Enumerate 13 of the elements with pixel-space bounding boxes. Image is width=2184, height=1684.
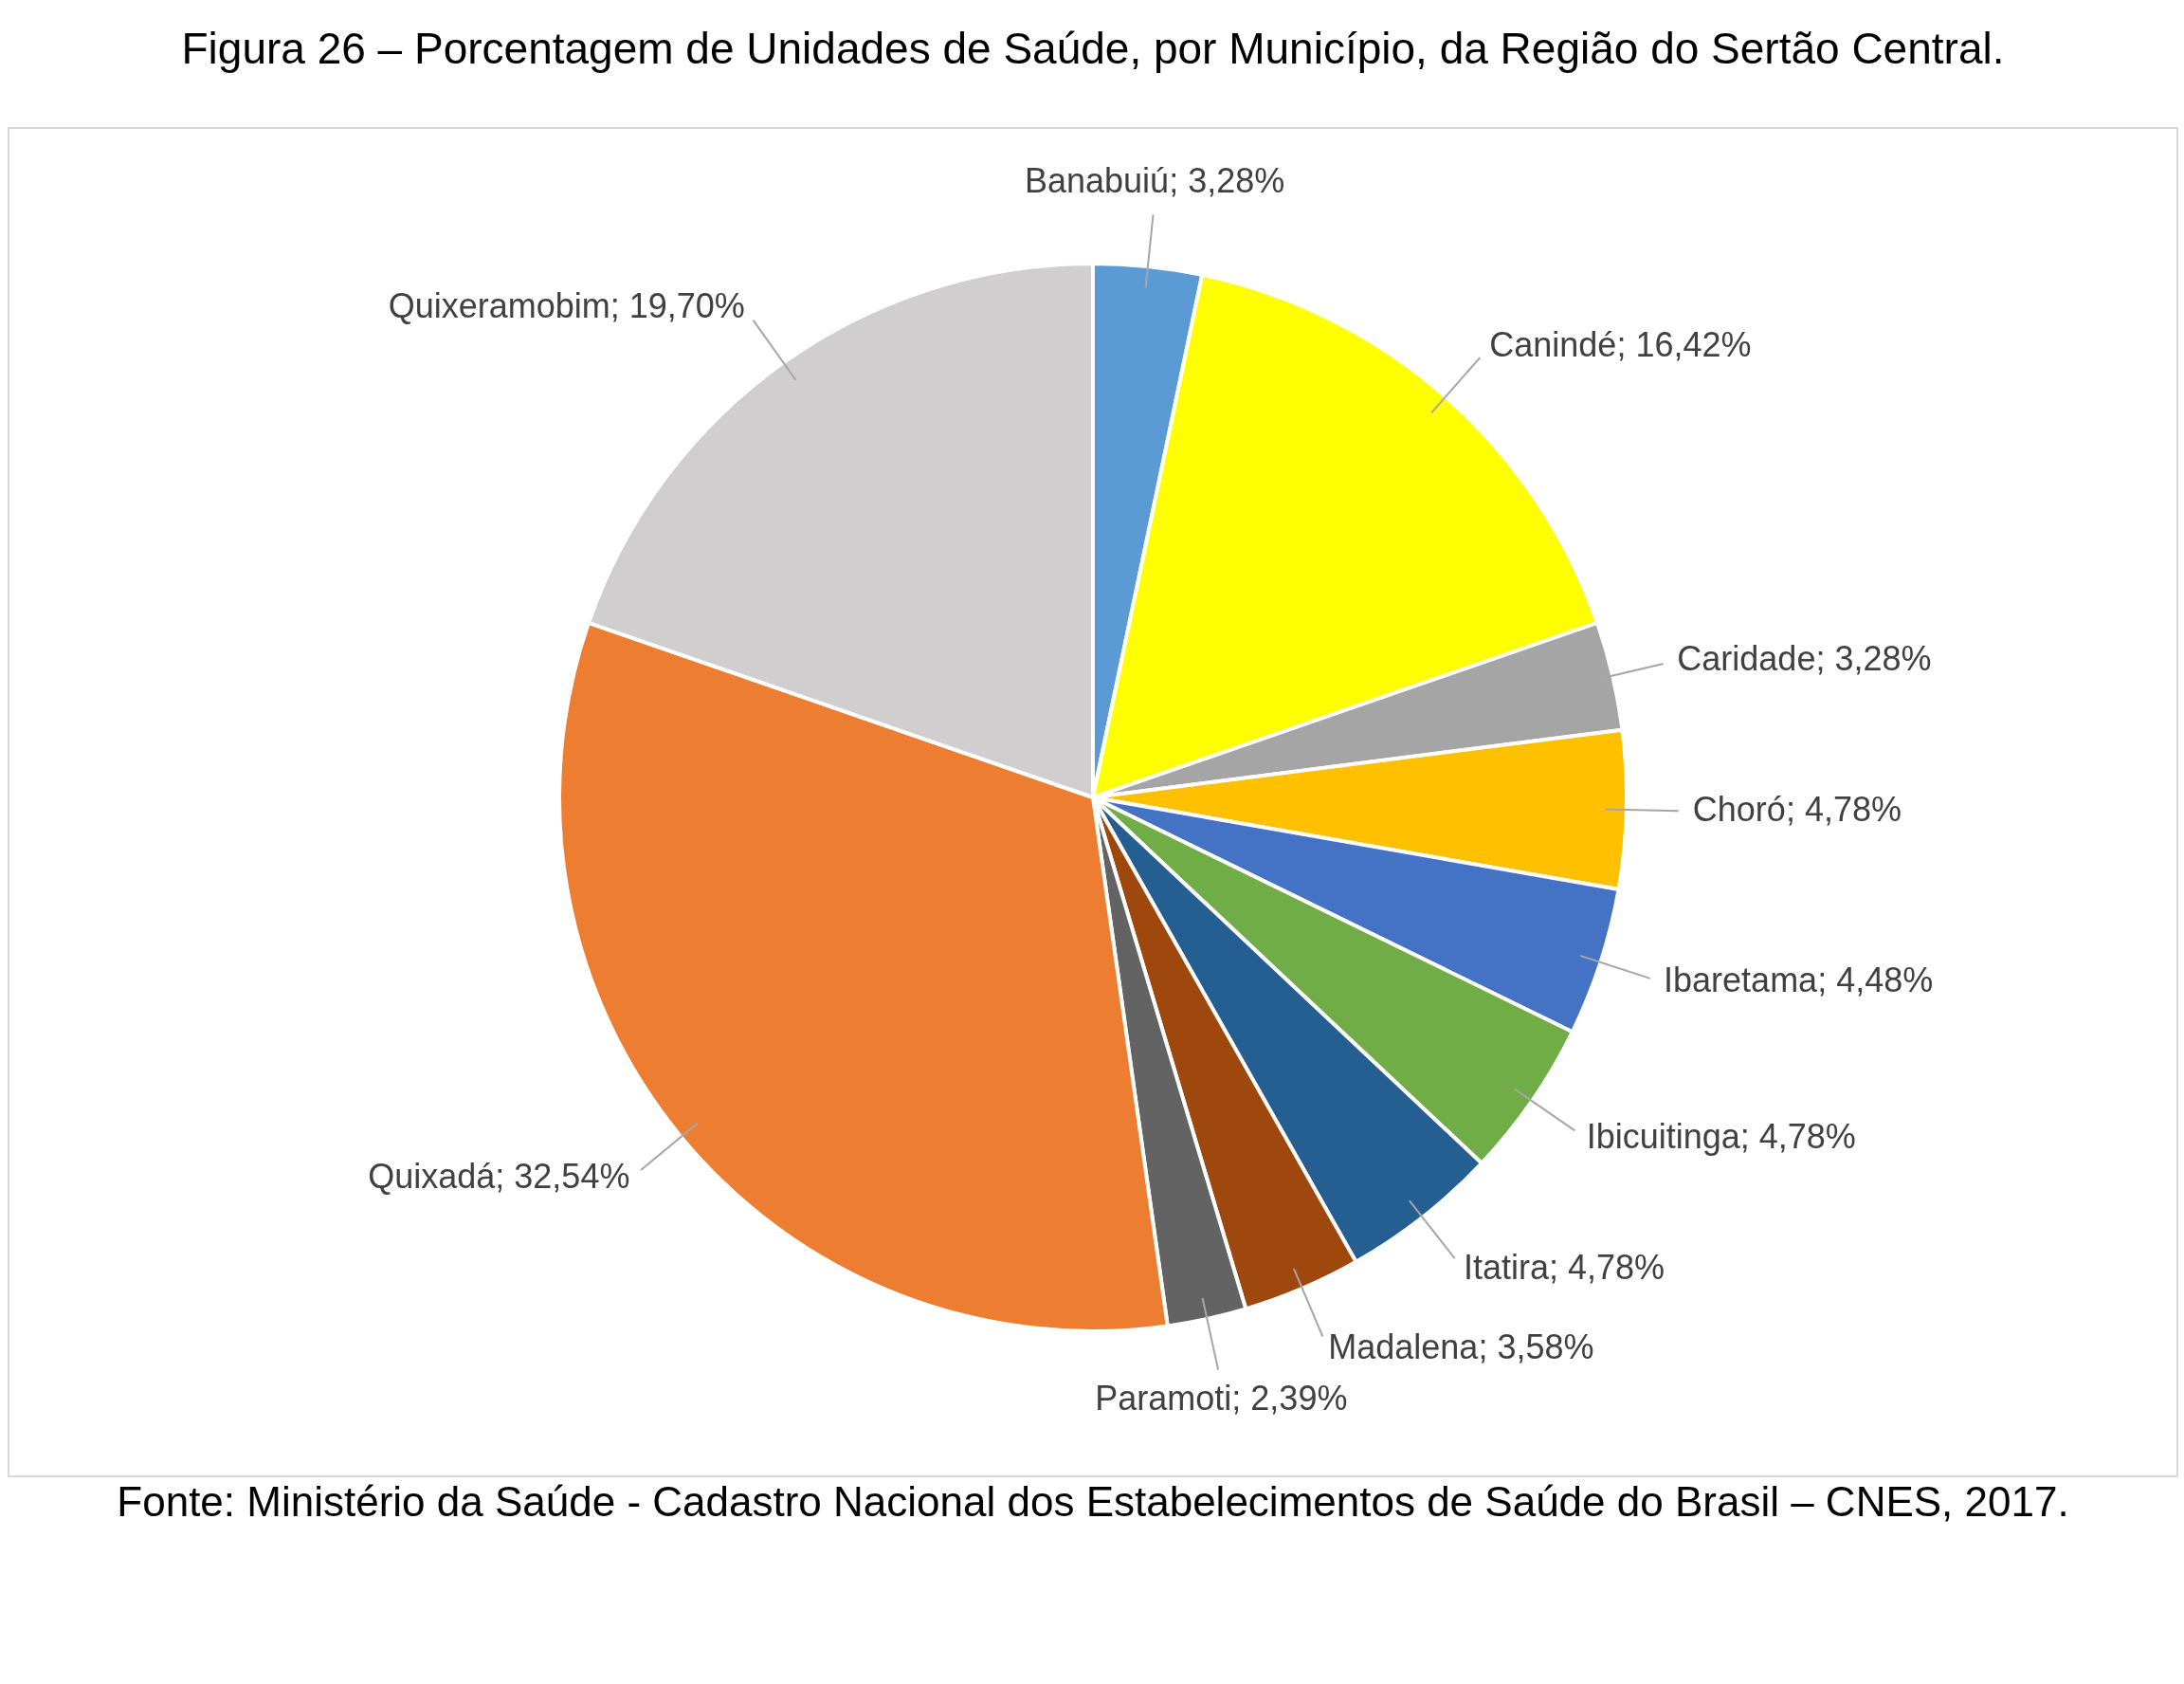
slice-label: Choró; 4,78% [1692, 789, 1902, 829]
slice-label: Quixadá; 32,54% [368, 1157, 630, 1197]
slice-label: Banabuiú; 3,28% [1025, 161, 1285, 201]
source-note: Fonte: Ministério da Saúde - Cadastro Nacional dos Estabelecimentos de Saúde do Brasil – CNES, 2017. [116, 1477, 2070, 1527]
slice-label: Quixeramobim; 19,70% [388, 286, 745, 326]
slice-label: Caridade; 3,28% [1677, 638, 1932, 678]
slice-label: Paramoti; 2,39% [1095, 1379, 1348, 1419]
chart-title: Figura 26 – Porcentagem de Unidades de Saúde, por Município, da Região do Sertão Central. [180, 23, 2006, 75]
slice-label: Itatira; 4,78% [1463, 1247, 1665, 1287]
slice-label: Madalena; 3,58% [1328, 1327, 1594, 1367]
slice-label: Ibaretama; 4,48% [1664, 961, 1934, 1000]
slice-label: Ibicuitinga; 4,78% [1586, 1116, 1856, 1156]
slice-label: Canindé; 16,42% [1489, 324, 1752, 364]
